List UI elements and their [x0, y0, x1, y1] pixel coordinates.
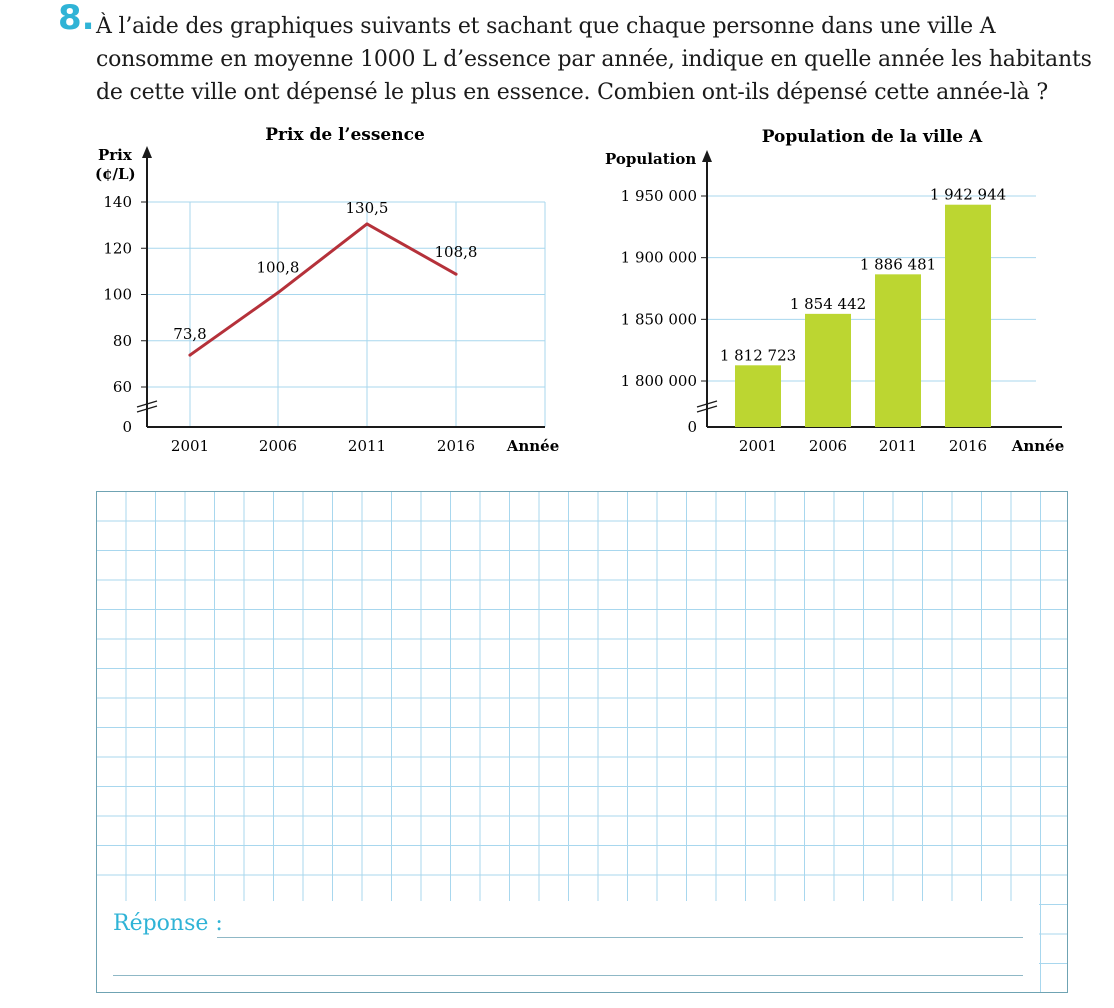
bar-chart-x-tick-label: 2006 — [809, 437, 847, 455]
line-chart-y-zero-label: 0 — [122, 418, 132, 436]
line-chart-ylabel-1: Prix — [98, 146, 133, 164]
bar-chart-y-tick-label: 1 900 000 — [621, 249, 697, 267]
bar-chart-title: Population de la ville A — [762, 127, 983, 147]
bar-chart-axis-break — [696, 405, 718, 413]
bar-chart-x-tick-label: 2016 — [949, 437, 987, 455]
question-text: À l’aide des graphiques suivants et sach… — [96, 10, 1096, 109]
bar-chart-data-label: 1 886 481 — [860, 255, 936, 273]
answer-line-2[interactable] — [113, 975, 1023, 976]
line-chart-x-tick-label: 2001 — [171, 437, 209, 455]
bar-chart-y-zero-label: 0 — [687, 418, 697, 436]
bar-chart-y-tick-label: 1 850 000 — [621, 310, 697, 328]
bar-chart-bar — [945, 204, 991, 427]
bar-chart-y-axis-arrow — [702, 150, 712, 162]
question-number: 8. — [58, 0, 95, 38]
line-chart-point — [454, 272, 458, 276]
bar-chart-data-label: 1 942 944 — [930, 186, 1006, 204]
population-bar-chart: Population de la ville A Population 1 95… — [605, 127, 1065, 455]
question-line-3: de cette ville ont dépensé le plus en es… — [96, 80, 1048, 105]
line-chart-point — [276, 291, 280, 295]
bar-chart-axis-break — [696, 400, 718, 408]
bar-chart-x-tick-label: 2001 — [739, 437, 777, 455]
bar-chart-bar — [805, 313, 851, 427]
line-chart-data-label: 73,8 — [173, 325, 206, 343]
bar-chart-x-tick-label: 2011 — [879, 437, 917, 455]
bar-chart-y-tick-label: 1 950 000 — [621, 187, 697, 205]
line-chart-x-tick-label: 2011 — [348, 437, 386, 455]
fuel-price-line-chart: Prix de l’essence Prix (¢/L) 140 120 100 80… — [95, 125, 560, 455]
line-chart-point — [188, 353, 192, 357]
line-chart-point — [365, 222, 369, 226]
question-line-2: consomme en moyenne 1000 L d’essence par… — [96, 47, 1092, 72]
work-grid-area[interactable]: Réponse : — [96, 491, 1068, 993]
bar-chart-bar — [875, 274, 921, 427]
answer-line-1[interactable] — [217, 937, 1023, 938]
line-chart-axis-break — [136, 405, 158, 413]
bar-chart-y-tick-label: 1 800 000 — [621, 372, 697, 390]
line-chart-data-label: 108,8 — [435, 243, 478, 261]
bar-chart-xlabel: Année — [1011, 437, 1065, 455]
bar-chart-data-label: 1 812 723 — [720, 346, 796, 364]
line-chart-data-label: 130,5 — [346, 199, 389, 217]
line-chart-data-label: 100,8 — [257, 259, 300, 277]
question-line-1: À l’aide des graphiques suivants et sach… — [96, 14, 996, 39]
line-chart-y-tick-label: 80 — [113, 332, 132, 350]
line-chart-x-tick-label: 2016 — [437, 437, 475, 455]
line-chart-y-axis-arrow — [142, 146, 152, 158]
bar-chart-ylabel: Population — [605, 150, 696, 168]
line-chart-xlabel: Année — [506, 437, 560, 455]
line-chart-y-tick-label: 100 — [103, 286, 132, 304]
bar-chart-bar — [735, 365, 781, 427]
bar-chart-data-label: 1 854 442 — [790, 295, 866, 313]
line-chart-series-line — [188, 222, 458, 357]
line-chart-x-tick-label: 2006 — [259, 437, 297, 455]
line-chart-title: Prix de l’essence — [265, 125, 425, 145]
answer-box: Réponse : — [97, 901, 1039, 992]
line-chart-axis-break — [136, 400, 158, 408]
line-chart-y-tick-label: 140 — [103, 193, 132, 211]
answer-label: Réponse : — [113, 911, 223, 936]
line-chart-ylabel-2: (¢/L) — [95, 165, 136, 183]
line-chart-y-tick-label: 120 — [103, 239, 132, 257]
line-chart-y-tick-label: 60 — [113, 378, 132, 396]
